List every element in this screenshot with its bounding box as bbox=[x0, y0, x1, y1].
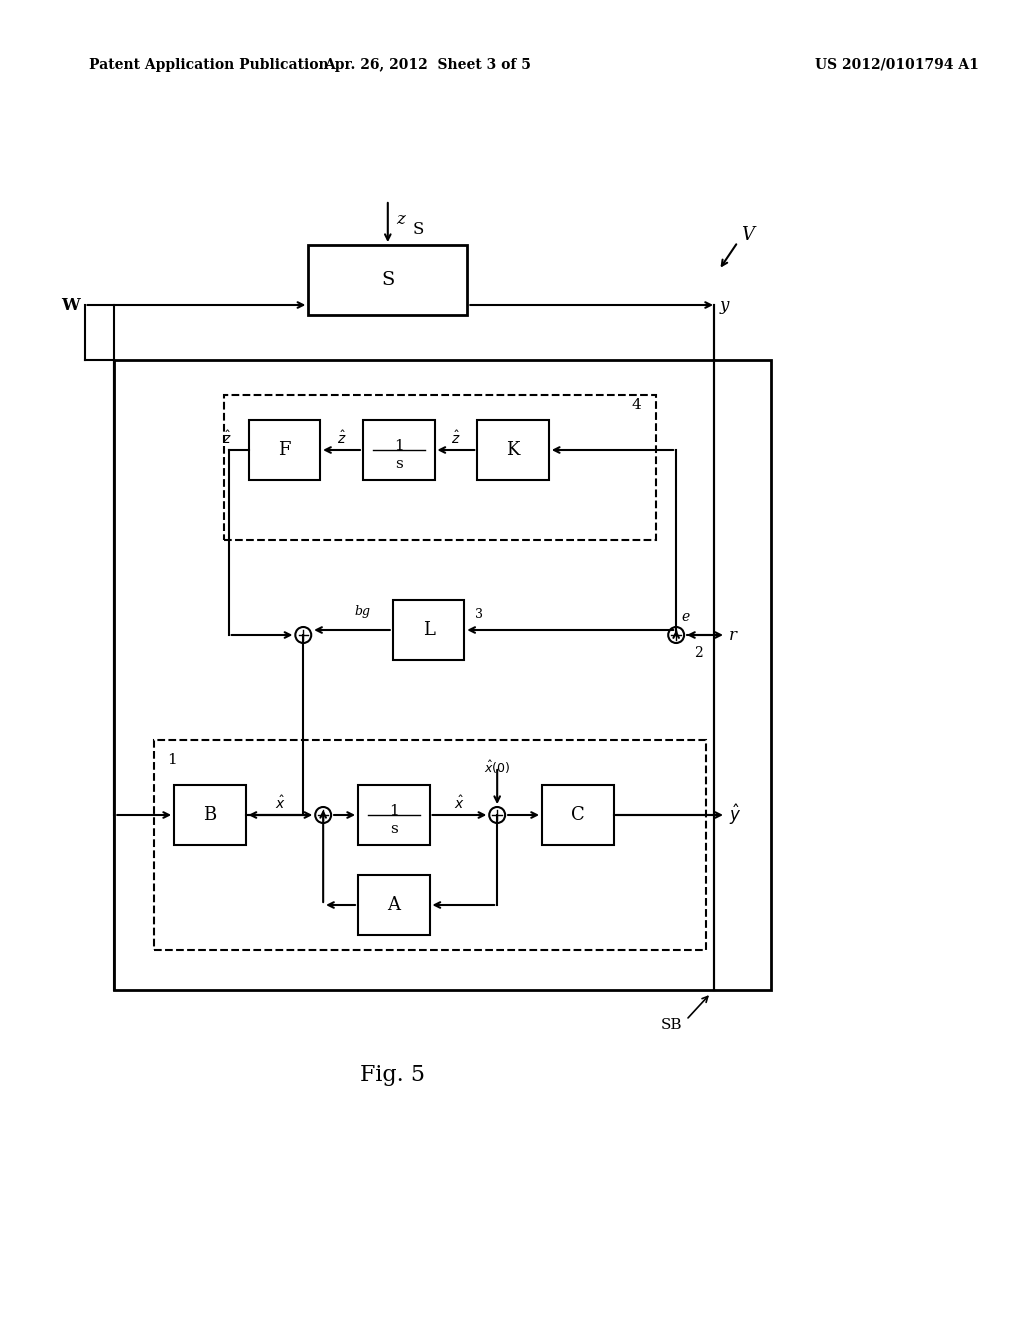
Circle shape bbox=[295, 627, 311, 643]
Bar bbox=[223, 395, 656, 540]
Text: $\hat{x}$: $\hat{x}$ bbox=[454, 795, 465, 812]
Text: $\hat{z}$: $\hat{z}$ bbox=[222, 429, 231, 446]
Text: $\hat{z}$: $\hat{z}$ bbox=[452, 429, 461, 446]
Text: Apr. 26, 2012  Sheet 3 of 5: Apr. 26, 2012 Sheet 3 of 5 bbox=[325, 58, 531, 73]
Text: y: y bbox=[720, 297, 729, 314]
Bar bbox=[393, 601, 464, 660]
Bar bbox=[174, 785, 246, 845]
Text: z: z bbox=[395, 211, 404, 228]
Text: B: B bbox=[203, 807, 216, 824]
Text: 1: 1 bbox=[167, 752, 177, 767]
Text: US 2012/0101794 A1: US 2012/0101794 A1 bbox=[815, 58, 979, 73]
Text: S: S bbox=[413, 222, 424, 239]
Circle shape bbox=[315, 807, 331, 822]
Text: e: e bbox=[681, 610, 689, 624]
Text: 3: 3 bbox=[475, 607, 483, 620]
Text: s: s bbox=[395, 457, 402, 471]
Text: $\hat{y}$: $\hat{y}$ bbox=[729, 803, 741, 828]
Bar bbox=[155, 741, 706, 950]
Bar bbox=[358, 785, 429, 845]
Text: r: r bbox=[729, 627, 737, 644]
Text: $\hat{x}(0)$: $\hat{x}(0)$ bbox=[484, 759, 510, 776]
Text: 1: 1 bbox=[394, 440, 403, 453]
Circle shape bbox=[669, 627, 684, 643]
Text: Fig. 5: Fig. 5 bbox=[360, 1064, 425, 1086]
Bar bbox=[308, 246, 467, 315]
Text: $\hat{z}$: $\hat{z}$ bbox=[337, 429, 346, 446]
Text: S: S bbox=[381, 271, 394, 289]
Bar bbox=[542, 785, 613, 845]
Text: $\hat{x}$: $\hat{x}$ bbox=[275, 795, 286, 812]
Text: 2: 2 bbox=[694, 645, 702, 660]
Text: Patent Application Publication: Patent Application Publication bbox=[89, 58, 329, 73]
Bar bbox=[115, 360, 771, 990]
Text: 1: 1 bbox=[389, 804, 398, 818]
Text: L: L bbox=[423, 620, 434, 639]
Text: A: A bbox=[387, 896, 400, 913]
Text: K: K bbox=[507, 441, 520, 459]
Bar bbox=[477, 420, 549, 480]
Bar bbox=[249, 420, 321, 480]
Text: C: C bbox=[570, 807, 585, 824]
Text: bg: bg bbox=[355, 606, 371, 619]
Text: 4: 4 bbox=[632, 399, 641, 412]
Bar bbox=[358, 875, 429, 935]
Circle shape bbox=[489, 807, 505, 822]
Text: W: W bbox=[60, 297, 80, 314]
Text: s: s bbox=[390, 822, 397, 836]
Text: V: V bbox=[740, 226, 754, 244]
Text: SB: SB bbox=[660, 1018, 682, 1032]
Bar bbox=[362, 420, 434, 480]
Text: F: F bbox=[279, 441, 291, 459]
